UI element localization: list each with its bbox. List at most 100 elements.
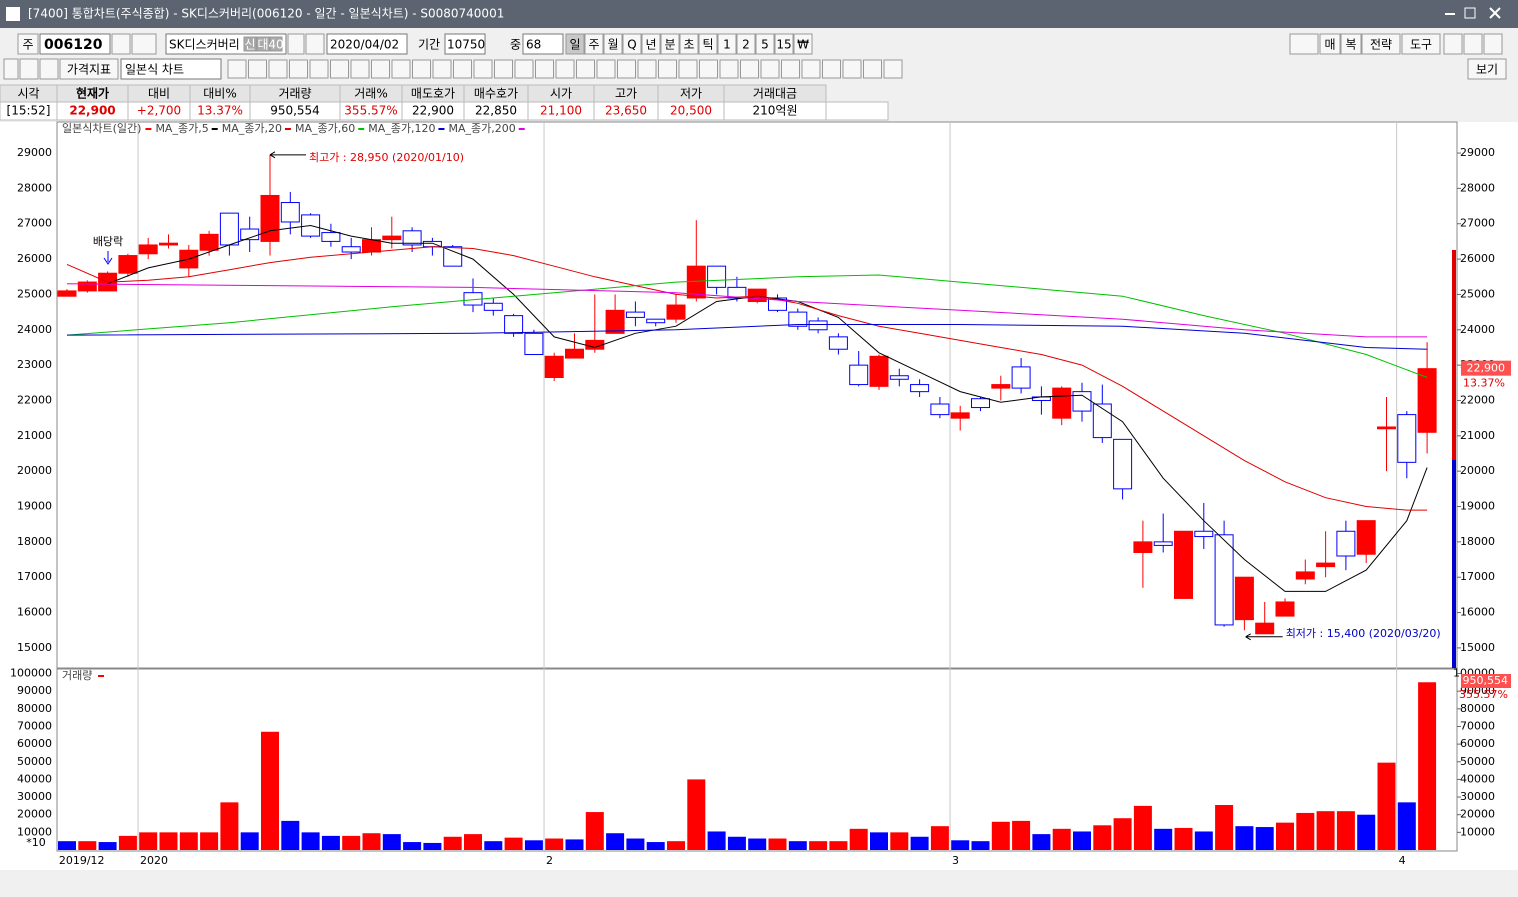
draw-tool[interactable] (289, 59, 308, 79)
ma-line (66, 324, 1428, 350)
candle-body (1072, 391, 1092, 412)
draw-tool[interactable] (555, 59, 575, 79)
tool-icon[interactable] (1443, 33, 1463, 55)
interval-button[interactable] (698, 33, 718, 55)
code-input[interactable] (39, 33, 111, 55)
date-box[interactable] (326, 33, 408, 55)
draw-tool[interactable] (596, 59, 616, 79)
resize-icon[interactable] (19, 58, 39, 80)
draw-tool[interactable] (473, 59, 493, 79)
ma-line (66, 246, 1428, 511)
interval-button[interactable] (679, 33, 699, 55)
cloud-button[interactable] (1289, 33, 1319, 55)
draw-tool[interactable] (535, 59, 554, 79)
quote-header: 대비% (203, 87, 236, 101)
draw-tool[interactable] (678, 59, 698, 79)
interval-button[interactable] (755, 33, 775, 55)
candle-body (910, 384, 930, 393)
interval-button[interactable] (565, 33, 585, 55)
volume-bar (1316, 811, 1335, 850)
candle-body (1194, 530, 1214, 538)
draw-tool[interactable] (227, 59, 247, 79)
draw-tool[interactable] (658, 59, 677, 79)
draw-tool[interactable] (822, 59, 841, 79)
interval-button[interactable] (622, 33, 642, 55)
draw-tool[interactable] (883, 59, 903, 79)
period-box[interactable] (444, 33, 486, 55)
draw-tool[interactable] (760, 59, 780, 79)
candle-body (768, 297, 787, 311)
draw-tool[interactable] (350, 59, 370, 79)
candle-body (1295, 571, 1315, 580)
volume-bar (342, 835, 361, 850)
draw-tool[interactable] (740, 59, 759, 79)
interval-button[interactable] (641, 33, 661, 55)
candle-body (341, 246, 361, 253)
interval-button-label: 틱 (702, 38, 713, 52)
candle-body (1011, 366, 1031, 389)
draw-tool[interactable] (719, 59, 739, 79)
candle-body (77, 281, 97, 292)
draw-tool[interactable] (248, 59, 267, 79)
maximize[interactable] (1464, 7, 1476, 19)
count-box[interactable] (522, 33, 564, 55)
draw-tool[interactable] (391, 59, 411, 79)
up-icon[interactable] (3, 58, 19, 80)
badge[interactable] (243, 36, 257, 52)
right-button[interactable] (1340, 33, 1362, 55)
y-tick-label-right: 30000 (1460, 790, 1495, 803)
tool-icon[interactable] (1483, 33, 1503, 55)
volume-bar (646, 842, 665, 850)
interval-button[interactable] (603, 33, 623, 55)
scroll-bar[interactable] (0, 870, 1518, 893)
window-controls[interactable] (1440, 4, 1514, 24)
draw-tool[interactable] (699, 59, 718, 79)
draw-tool[interactable] (576, 59, 595, 79)
indicator-button[interactable] (59, 58, 119, 80)
interval-button[interactable] (736, 33, 756, 55)
draw-tool[interactable] (637, 59, 657, 79)
draw-tool[interactable] (330, 59, 349, 79)
volume-bar (748, 838, 767, 850)
search-button[interactable] (111, 33, 131, 55)
draw-tool[interactable] (514, 59, 534, 79)
quote-header: 매수호가 (474, 87, 518, 101)
close[interactable] (1489, 7, 1501, 19)
draw-tool[interactable] (268, 59, 288, 79)
draw-tool[interactable] (309, 59, 329, 79)
chart-type-box[interactable] (120, 58, 222, 80)
draw-tool[interactable] (842, 59, 862, 79)
edit-icon[interactable] (39, 58, 59, 80)
interval-button[interactable] (717, 33, 737, 55)
interval-button[interactable] (584, 33, 604, 55)
right-button[interactable] (1361, 33, 1401, 55)
sort-button[interactable] (131, 33, 157, 55)
next-button[interactable] (287, 33, 305, 55)
badge[interactable] (256, 36, 270, 52)
period: 10750 (447, 38, 485, 52)
prev-button[interactable] (305, 33, 325, 55)
draw-tool[interactable] (863, 59, 882, 79)
interval-button[interactable] (793, 33, 813, 55)
badge[interactable] (269, 36, 283, 52)
change-pct: 13.37% (1463, 377, 1505, 390)
market-button[interactable] (17, 33, 39, 55)
draw-tool[interactable] (781, 59, 800, 79)
draw-tool[interactable] (432, 59, 452, 79)
draw-tool[interactable] (494, 59, 513, 79)
draw-tool[interactable] (801, 59, 821, 79)
interval-button[interactable] (660, 33, 680, 55)
draw-tool[interactable] (453, 59, 472, 79)
tool-icon[interactable] (1463, 33, 1483, 55)
draw-tool[interactable] (412, 59, 431, 79)
right-button[interactable] (1401, 33, 1441, 55)
volume-pct: 355.57% (1459, 688, 1508, 701)
right-button[interactable] (1319, 33, 1341, 55)
view-button[interactable] (1467, 58, 1507, 80)
interval-button[interactable] (774, 33, 794, 55)
draw-tool[interactable] (617, 59, 636, 79)
quote-header: 시각 (17, 87, 39, 101)
draw-tool[interactable] (371, 59, 390, 79)
y-tick-label-right: 10000 (1460, 825, 1495, 838)
y-tick-label-right: 15000 (1460, 641, 1495, 654)
